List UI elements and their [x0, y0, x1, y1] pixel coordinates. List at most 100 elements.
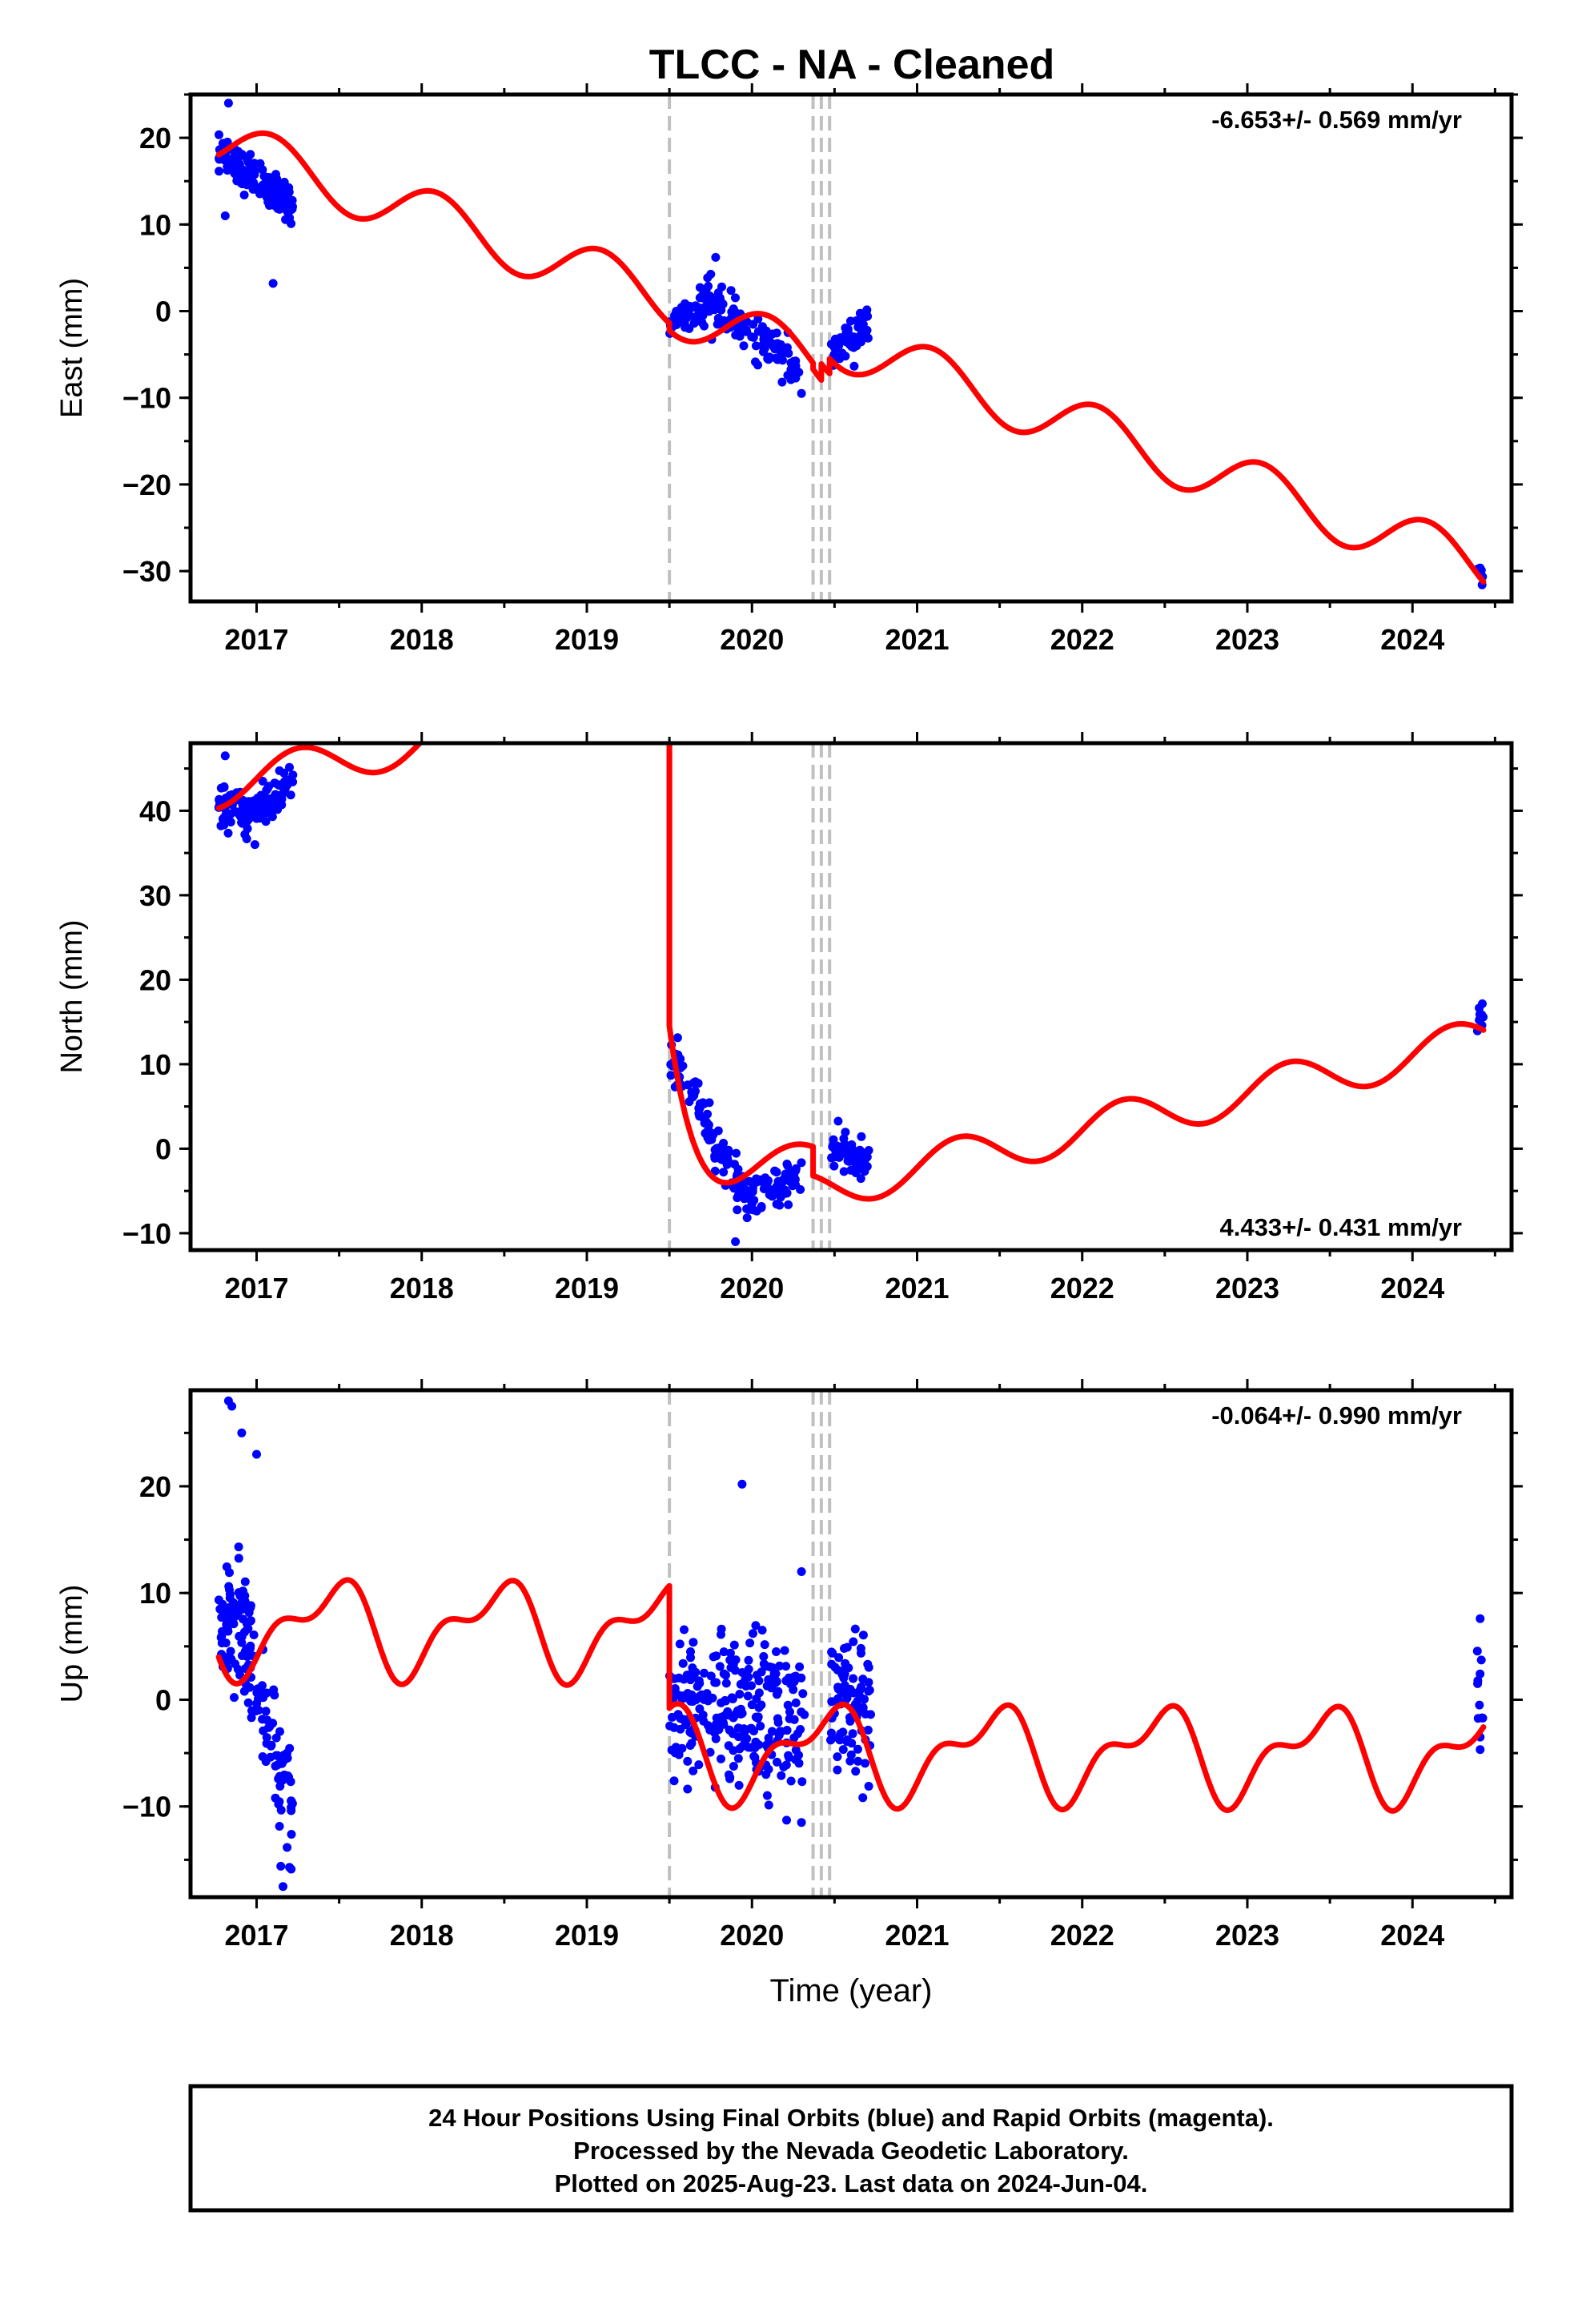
data-point [230, 159, 239, 169]
data-point [853, 1696, 862, 1706]
data-point [782, 1815, 791, 1825]
data-point [1475, 1003, 1484, 1013]
data-point [733, 1193, 742, 1203]
data-point [761, 1770, 771, 1779]
data-point [772, 1690, 781, 1699]
data-point [769, 1671, 779, 1680]
data-point [244, 1608, 254, 1618]
data-point [724, 1741, 733, 1751]
data-point [227, 1655, 236, 1664]
rate-label: 4.433+/- 0.431 mm/yr [1220, 1213, 1462, 1241]
x-tick-label: 2024 [1380, 1272, 1444, 1305]
data-point [728, 1695, 737, 1703]
y-tick-label: 10 [139, 1577, 171, 1610]
data-point [733, 1754, 743, 1763]
data-point [797, 1567, 806, 1576]
data-point [742, 1213, 752, 1223]
data-point [239, 191, 249, 199]
data-point [244, 158, 253, 167]
data-point [797, 1158, 806, 1168]
data-point [737, 1668, 747, 1677]
data-point [837, 348, 847, 358]
data-point [269, 1685, 279, 1695]
data-point [275, 1727, 284, 1736]
data-point [856, 320, 865, 329]
data-point [230, 1693, 239, 1703]
data-point [683, 1784, 693, 1794]
data-point [225, 1585, 234, 1594]
data-point [849, 337, 858, 347]
data-point [703, 1109, 712, 1119]
data-point [782, 1726, 792, 1735]
data-point [279, 1751, 289, 1760]
data-point [784, 1753, 793, 1762]
data-point [853, 1756, 863, 1766]
data-point [231, 806, 239, 816]
data-point [1472, 1647, 1482, 1656]
data-point [287, 1864, 296, 1874]
data-point [1475, 1015, 1484, 1025]
data-point [858, 1630, 868, 1640]
data-point [695, 283, 705, 292]
plot-area [214, 1396, 1488, 1892]
x-tick-label: 2019 [555, 623, 619, 656]
data-point [235, 1631, 244, 1641]
data-point [268, 279, 278, 288]
data-point [747, 332, 757, 342]
x-axis-label: Time (year) [770, 1973, 933, 2008]
plot-area [214, 743, 1488, 1246]
data-point [857, 1132, 866, 1141]
data-point [731, 308, 741, 317]
y-tick-label: 30 [139, 879, 171, 912]
data-point [841, 1659, 850, 1668]
data-point [829, 1161, 839, 1171]
data-point [243, 1698, 253, 1707]
data-point [833, 1765, 842, 1775]
data-point [214, 1595, 223, 1605]
data-point [770, 344, 780, 354]
data-point [220, 211, 230, 220]
data-point [726, 286, 736, 296]
data-point [263, 784, 272, 793]
data-point [759, 1659, 769, 1669]
data-point [853, 1150, 863, 1160]
data-point [732, 1148, 741, 1158]
data-point [225, 1609, 235, 1618]
data-point [701, 1129, 710, 1139]
data-point [676, 1724, 685, 1734]
data-point [838, 1745, 848, 1755]
data-point [765, 1681, 774, 1691]
x-tick-label: 2022 [1050, 1272, 1114, 1305]
data-point [863, 1725, 873, 1735]
data-point [218, 1626, 227, 1636]
data-point [830, 1663, 840, 1672]
rate-label: -6.653+/- 0.569 mm/yr [1211, 106, 1462, 134]
data-point [261, 1707, 271, 1716]
data-point [259, 1726, 268, 1735]
data-point [725, 1772, 735, 1782]
data-point [249, 182, 259, 191]
data-point [1476, 1614, 1485, 1623]
y-tick-label: 10 [139, 1048, 171, 1081]
data-point [760, 1640, 769, 1650]
up-panel: 2017 2018 2019 2020 2021 2022 2023 2024 20 10 0 −10… [55, 1379, 1523, 2008]
plot-frame [188, 92, 1514, 604]
data-point [844, 1144, 853, 1154]
data-point [707, 1135, 717, 1144]
data-point [675, 1639, 685, 1649]
y-tick-label: −30 [122, 555, 171, 588]
data-point [865, 1686, 874, 1695]
data-point [713, 320, 722, 329]
data-point [683, 1756, 693, 1766]
data-point [791, 1745, 801, 1755]
data-point [247, 1713, 256, 1723]
data-point [236, 178, 246, 187]
data-point [247, 1706, 256, 1715]
data-point [764, 1800, 773, 1810]
data-point [838, 1727, 848, 1737]
data-point [240, 1647, 250, 1656]
data-point [705, 1725, 715, 1735]
data-point [797, 1818, 806, 1827]
data-point [757, 341, 767, 351]
